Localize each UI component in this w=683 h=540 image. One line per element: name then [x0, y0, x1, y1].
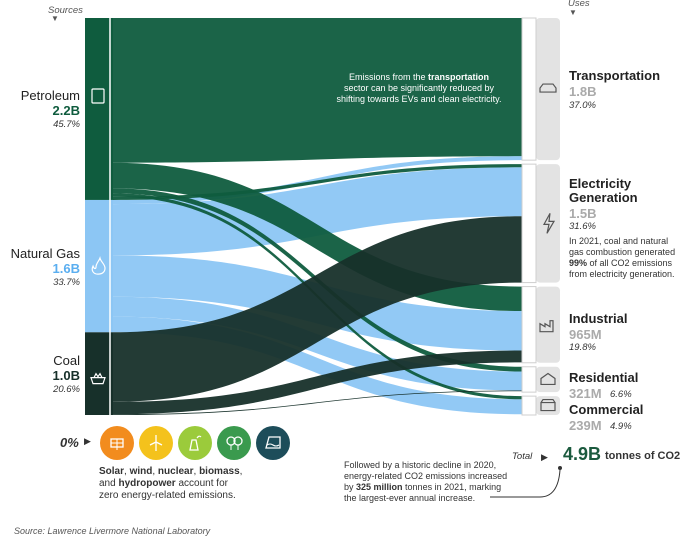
source-node-petroleum — [85, 18, 113, 200]
source-label-petroleum: Petroleum — [20, 88, 80, 103]
zero-emission-annotation: Solar, wind, nuclear, biomass, and hydrop… — [99, 466, 243, 501]
store-icon — [540, 398, 556, 412]
decline-callout-line — [490, 469, 561, 498]
factory-icon — [539, 320, 554, 333]
source-note: Source: Lawrence Livermore National Labo… — [14, 526, 211, 536]
use-node-industrial — [521, 286, 537, 364]
use-value-industrial: 965M — [569, 327, 602, 342]
use-value-electricity: 1.5B — [569, 206, 597, 221]
use-label-electricity: Electricity Generation — [569, 176, 638, 205]
use-value-commercial: 239M — [569, 418, 602, 433]
solar-icon — [100, 426, 134, 460]
source-pct-natural-gas: 33.7% — [53, 277, 80, 288]
use-node-commercial — [521, 395, 537, 416]
source-label-natural-gas: Natural Gas — [10, 246, 80, 261]
total-arrow-icon: ▶ — [541, 452, 548, 462]
source-value-natural-gas: 1.6B — [52, 261, 80, 276]
total-unit: tonnes of CO2 — [605, 450, 681, 462]
sources-arrow-icon: ▼ — [51, 14, 59, 23]
use-node-electricity-generation — [521, 163, 537, 284]
flow-petroleum-to-electricity-generation — [113, 164, 522, 200]
use-pct-residential: 6.6% — [610, 389, 632, 400]
use-value-transportation: 1.8B — [569, 84, 597, 99]
nuclear-icon — [178, 426, 212, 460]
use-box-electricity-generation — [536, 164, 560, 283]
use-box-residential — [536, 366, 560, 393]
use-value-residential: 321M — [569, 386, 602, 401]
use-label-industrial: Industrial — [569, 311, 628, 326]
callout-dot — [558, 466, 562, 470]
source-pct-coal: 20.6% — [53, 384, 80, 395]
total-label: Total — [512, 451, 533, 462]
source-value-coal: 1.0B — [52, 368, 80, 383]
source-pct-petroleum: 45.7% — [53, 119, 80, 130]
flow-coal-to-industrial — [113, 350, 522, 415]
hydropower-icon — [256, 426, 290, 460]
biomass-icon — [217, 426, 251, 460]
zero-percent-label: 0% — [60, 435, 79, 450]
use-box-transportation — [536, 18, 560, 161]
flow-coal-to-electricity-generation — [113, 216, 522, 402]
flow-coal-to-residential — [113, 390, 522, 415]
uses-header: Uses — [568, 0, 590, 9]
use-pct-industrial: 19.8% — [569, 342, 596, 353]
use-box-commercial — [536, 396, 560, 415]
electricity-annotation: In 2021, coal and natural gas combustion … — [569, 236, 676, 279]
lightning-icon — [542, 213, 556, 234]
source-label-coal: Coal — [53, 353, 80, 368]
transport-annotation: Emissions from the transportation sector … — [336, 72, 502, 104]
source-node-coal — [85, 332, 113, 415]
use-node-residential — [521, 366, 537, 393]
flow-natural-gas-to-transportation — [113, 156, 522, 205]
house-icon — [540, 372, 556, 386]
flow-petroleum-to-transportation — [113, 18, 522, 163]
uses-arrow-icon: ▼ — [569, 8, 577, 17]
source-node-natural-gas — [85, 199, 113, 333]
coal-cart-icon — [90, 372, 106, 385]
petroleum-can-icon — [91, 88, 105, 104]
use-pct-transportation: 37.0% — [569, 100, 596, 111]
use-label-commercial: Commercial — [569, 402, 644, 417]
flow-natural-gas-to-commercial — [113, 316, 522, 415]
use-label-residential: Residential — [569, 370, 639, 385]
source-value-petroleum: 2.2B — [52, 103, 80, 118]
flame-icon — [91, 255, 106, 275]
use-pct-commercial: 4.9% — [610, 421, 632, 432]
total-value: 4.9B — [563, 444, 602, 464]
wind-icon — [139, 426, 173, 460]
use-box-industrial — [536, 286, 560, 363]
use-pct-electricity: 31.6% — [569, 221, 596, 232]
use-label-transportation: Transportation — [569, 68, 661, 83]
zero-arrow-icon: ▶ — [84, 436, 91, 446]
car-icon — [539, 83, 557, 93]
flow-natural-gas-to-electricity-generation — [113, 167, 522, 256]
decline-annotation: Followed by a historic decline in 2020, e… — [344, 460, 508, 503]
sources-header: Sources — [48, 5, 83, 16]
use-node-transportation — [521, 17, 537, 161]
